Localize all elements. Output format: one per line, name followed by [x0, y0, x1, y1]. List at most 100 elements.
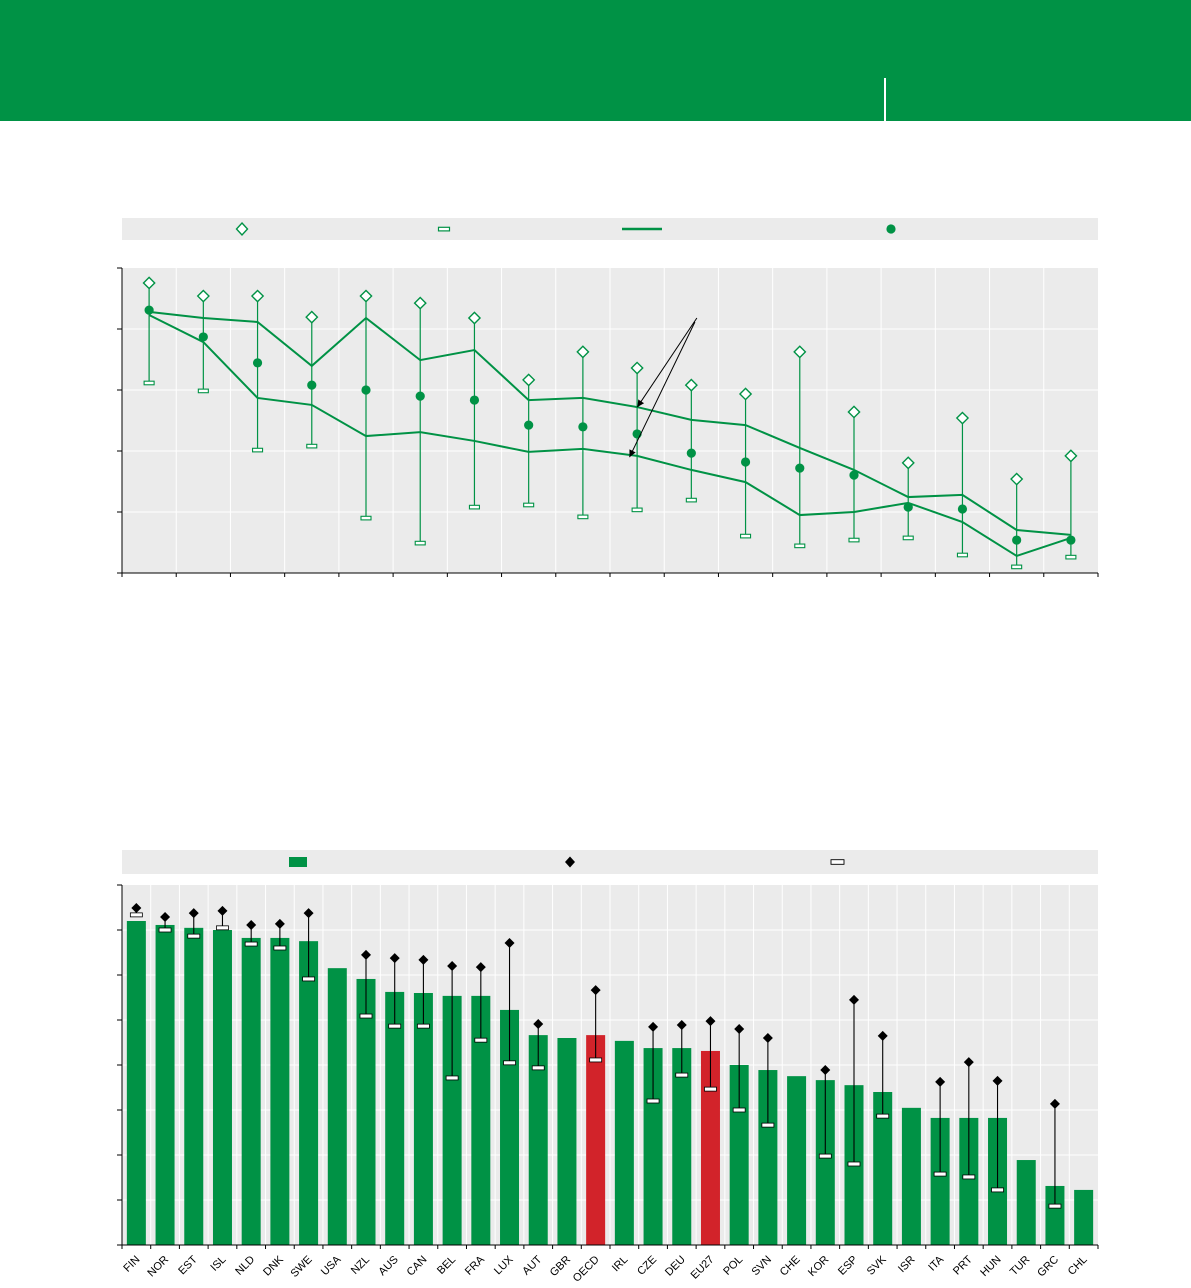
white-dash-marker [187, 933, 201, 939]
category-label: GBR [548, 1254, 573, 1279]
filled-diamond-marker [734, 1024, 745, 1034]
range-cap-marker [360, 515, 372, 521]
category-label: POL [721, 1254, 745, 1278]
bars [126, 921, 1094, 1245]
range-cap-marker [414, 540, 426, 546]
white-dash-marker [244, 941, 258, 947]
category-label: FIN [121, 1254, 142, 1275]
white-dash-marker [818, 1153, 832, 1159]
filled-diamond-marker [418, 954, 429, 965]
white-dash-marker [933, 1171, 947, 1177]
white-dash-marker [445, 1075, 459, 1081]
category-label: SWE [289, 1254, 315, 1280]
bar [241, 937, 261, 1245]
range-cap-icon [437, 226, 451, 232]
category-label: PRT [951, 1253, 975, 1277]
filled-diamond-marker [217, 905, 228, 916]
bar [586, 1035, 606, 1245]
bar [212, 930, 232, 1245]
top-chart-legend [122, 218, 1098, 240]
filled-diamond-marker [160, 912, 171, 923]
category-label: CAN [405, 1254, 430, 1279]
bar [672, 1048, 692, 1245]
white-dash-marker [589, 1057, 603, 1063]
header-band [0, 0, 1191, 121]
open-diamond-icon [235, 221, 249, 237]
bar [155, 924, 175, 1245]
category-label: KOR [806, 1254, 831, 1279]
range-cap-marker [848, 537, 860, 543]
white-dash-marker [302, 976, 315, 982]
white-dash-icon [830, 859, 845, 865]
category-label: CZE [635, 1254, 659, 1278]
white-dash-marker [216, 925, 229, 931]
category-label: ITA [926, 1253, 946, 1273]
filled-diamond-marker [504, 937, 515, 948]
range-cap-marker [468, 504, 480, 510]
range-cap-marker [902, 535, 914, 541]
category-label: EU27 [689, 1254, 717, 1282]
category-label: USA [319, 1253, 344, 1278]
bar [643, 1048, 663, 1245]
category-label: IRL [610, 1254, 631, 1275]
white-dash-marker [646, 1098, 660, 1104]
bar [299, 941, 319, 1245]
category-label: CHL [1066, 1254, 1090, 1278]
filled-diamond-marker [849, 994, 859, 1005]
range-cap-marker [1065, 554, 1077, 560]
white-dash-marker [273, 945, 287, 951]
bar [959, 1117, 979, 1245]
white-dash-marker [503, 1060, 516, 1066]
open-diamond-markers [142, 276, 1078, 486]
category-label: NOR [145, 1254, 171, 1280]
range-cap-marker [794, 543, 806, 549]
bar [873, 1092, 893, 1245]
range-cap-marker [956, 552, 968, 558]
bar [1074, 1189, 1094, 1245]
filled-diamond-marker [762, 1033, 773, 1043]
bar [758, 1070, 778, 1245]
filled-diamond-marker [361, 949, 371, 960]
bar [126, 921, 146, 1245]
white-dash-marker [1048, 1203, 1062, 1209]
header-separator-line [884, 78, 886, 121]
bar [356, 978, 376, 1245]
white-dash-marker [761, 1122, 775, 1128]
mean-circle-markers [144, 305, 1076, 545]
annotation-arrow [636, 317, 698, 408]
axes [117, 267, 1099, 577]
category-label: LUX [492, 1253, 516, 1277]
bottom-chart: FIN NOR EST ISL NLD DNK SWE USA NZL AUS CAN BEL FRA L… [117, 884, 1099, 1285]
white-dash-marker [531, 1065, 545, 1071]
annotation-arrows [629, 317, 698, 458]
range-markers [129, 903, 1062, 1209]
white-dash-marker [732, 1107, 746, 1113]
white-dash-marker [847, 1161, 861, 1167]
range-cap-marker [631, 507, 643, 513]
bar [442, 995, 462, 1245]
filled-diamond-marker [533, 1018, 544, 1029]
filled-diamond-marker [389, 953, 400, 964]
bar [930, 1117, 950, 1245]
filled-circle-icon [886, 224, 896, 234]
filled-diamond-icon [565, 856, 575, 868]
filled-diamond-marker [447, 961, 458, 971]
annotation-arrow [629, 321, 696, 458]
range-cap-marker [252, 447, 264, 453]
bar [1016, 1160, 1036, 1245]
bar [700, 1050, 720, 1245]
range-cap-marker [523, 502, 535, 508]
line-upper [148, 310, 1071, 536]
white-dash-marker [474, 1037, 488, 1043]
category-label: FRA [463, 1253, 488, 1278]
filled-diamond-marker [131, 903, 142, 914]
line-lower [148, 314, 1072, 558]
category-label: OECD [571, 1254, 602, 1285]
filled-diamond-marker [963, 1057, 974, 1068]
category-label: BEL [435, 1254, 458, 1277]
category-label: CHE [778, 1254, 803, 1279]
bar [528, 1035, 548, 1245]
range-cap-marker [143, 380, 155, 386]
filled-diamond-marker [590, 985, 601, 996]
